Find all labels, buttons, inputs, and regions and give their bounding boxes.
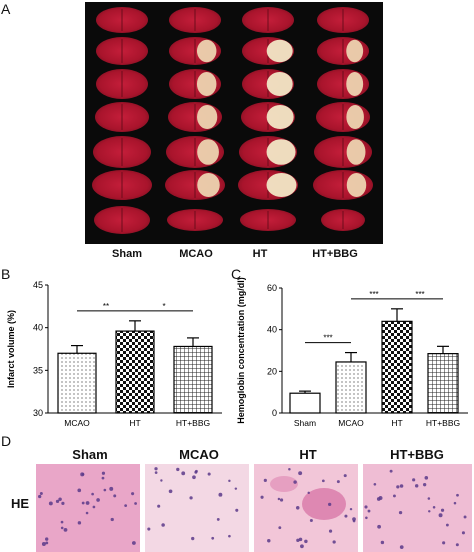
bar xyxy=(335,361,367,414)
panel-d-row-label: HE xyxy=(10,496,30,511)
panel-d-label-htbbg: HT+BBG xyxy=(390,447,444,462)
infarct-region xyxy=(197,105,218,129)
panel-a-label-ht: HT xyxy=(252,248,268,260)
infarct-region xyxy=(346,39,364,63)
panel-d-label-sham: Sham xyxy=(72,447,108,462)
brain-slices-photo xyxy=(85,2,383,244)
y-tick-label: 40 xyxy=(33,323,43,333)
y-axis-label: Infarct volume (%) xyxy=(6,310,16,388)
bar xyxy=(427,353,459,414)
infarct-region xyxy=(346,173,367,197)
panel-d-label-ht: HT xyxy=(299,447,317,462)
he-histology-images xyxy=(36,464,472,552)
infarct-region xyxy=(197,173,220,197)
x-tick-label: MCAO xyxy=(338,418,364,428)
y-tick-label: 40 xyxy=(267,325,277,335)
bar xyxy=(115,330,155,414)
x-tick-label: HT+BBG xyxy=(176,418,210,428)
he-image xyxy=(363,464,472,552)
panel-d-letter: D xyxy=(1,433,12,449)
panel-a-letter: A xyxy=(1,1,11,17)
infarct-region xyxy=(266,72,293,96)
significance-label: *** xyxy=(323,334,332,343)
bar xyxy=(57,352,97,414)
bar xyxy=(289,392,321,414)
infarct-region xyxy=(266,173,297,197)
hemoglobin-chart: Hemoglobin concentration (mg/dl) 0 20 40 60 S… xyxy=(236,277,468,428)
significance-label: *** xyxy=(369,290,378,299)
infarct-region xyxy=(197,139,219,165)
x-tick-label: Sham xyxy=(294,418,316,428)
significance-label: *** xyxy=(415,290,424,299)
infarct-region xyxy=(266,39,293,63)
x-tick-label: HT xyxy=(129,418,140,428)
x-tick-label: HT xyxy=(391,418,402,428)
significance-label: ** xyxy=(103,302,109,311)
y-tick-label: 45 xyxy=(33,280,43,290)
panel-a-label-sham: Sham xyxy=(112,248,142,260)
panel-a-label-mcao: MCAO xyxy=(179,248,213,260)
infarct-region xyxy=(266,105,294,129)
y-tick-label: 0 xyxy=(272,408,277,418)
he-image xyxy=(36,464,140,552)
panel-a-label-htbbg: HT+BBG xyxy=(312,248,358,260)
bar xyxy=(173,345,213,414)
infarct-region xyxy=(346,72,364,96)
panel-d-label-mcao: MCAO xyxy=(179,447,219,462)
x-tick-label: HT+BBG xyxy=(426,418,460,428)
infarct-region xyxy=(266,139,296,165)
x-tick-label: MCAO xyxy=(64,418,90,428)
infarct-region xyxy=(196,72,217,96)
panel-c-letter: C xyxy=(231,266,242,282)
significance-label: * xyxy=(162,302,165,311)
y-axis-label: Hemoglobin concentration (mg/dl) xyxy=(236,277,246,424)
y-tick-label: 20 xyxy=(267,366,277,376)
y-tick-label: 30 xyxy=(33,408,43,418)
y-tick-label: 60 xyxy=(267,283,277,293)
infarct-region xyxy=(346,139,366,165)
panel-b-letter: B xyxy=(1,266,11,282)
he-image xyxy=(145,464,249,552)
infarct-region xyxy=(196,39,217,63)
y-tick-label: 35 xyxy=(33,365,43,375)
bar xyxy=(381,320,413,414)
infarct-region xyxy=(346,105,364,129)
